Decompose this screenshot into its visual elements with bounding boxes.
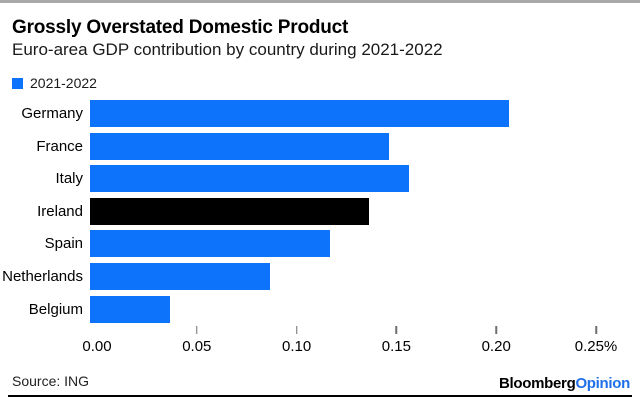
chart-row: Ireland xyxy=(0,197,640,225)
x-axis-ticks xyxy=(97,325,597,334)
footer: Source: ING BloombergOpinion xyxy=(0,373,640,392)
axis-tick-label: 0.10 xyxy=(281,337,312,355)
category-label-italy: Italy xyxy=(55,170,83,188)
chart-row: Germany xyxy=(0,100,640,127)
category-label-france: France xyxy=(36,137,83,155)
category-label-spain: Spain xyxy=(44,235,83,253)
axis-tick-label: 0.05 xyxy=(182,337,212,355)
logo-opinion: Opinion xyxy=(575,375,630,392)
x-axis-labels: 0.00 0.05 0.10 0.15 0.20 0.25% xyxy=(82,337,617,356)
chart-row: France xyxy=(0,132,640,160)
source-note: Source: ING xyxy=(12,373,90,389)
bar-germany xyxy=(90,100,510,127)
bar-track xyxy=(90,295,589,323)
axis-tick xyxy=(595,325,597,334)
axis-tick-label: 0.15 xyxy=(381,337,411,355)
axis-tick-label: 0.20 xyxy=(481,337,511,355)
category-label-germany: Germany xyxy=(21,105,83,122)
category-label-belgium: Belgium xyxy=(28,300,83,318)
axis-tick xyxy=(295,325,298,334)
bloomberg-opinion-logo: BloombergOpinion xyxy=(499,375,630,392)
axis-tick-label: 0.00 xyxy=(82,337,112,355)
bar-track xyxy=(90,132,589,160)
legend-label: 2021-2022 xyxy=(30,75,97,91)
bar-chart: Germany France Italy Ireland Spain Netherland… xyxy=(0,100,640,356)
bar-track xyxy=(90,165,589,193)
category-label-netherlands: Netherlands xyxy=(2,267,83,285)
bar-france xyxy=(90,132,390,160)
chart-row: Spain xyxy=(0,230,640,258)
bar-ireland xyxy=(90,197,370,225)
bottom-border xyxy=(8,395,632,397)
bar-belgium xyxy=(90,295,170,323)
axis-tick-label: 0.25% xyxy=(574,337,618,355)
axis-tick xyxy=(495,325,497,334)
bar-netherlands xyxy=(90,262,270,290)
axis-tick xyxy=(395,325,398,334)
chart-row: Belgium xyxy=(0,295,640,323)
bar-rows: Germany France Italy Ireland Spain Netherland… xyxy=(0,100,640,323)
chart-title: Grossly Overstated Domestic Product xyxy=(12,17,349,38)
bar-track xyxy=(90,230,589,258)
chart-row: Italy xyxy=(0,165,640,193)
chart-row: Netherlands xyxy=(0,262,640,290)
bar-track xyxy=(90,197,589,225)
bar-track xyxy=(90,100,589,127)
category-label-ireland: Ireland xyxy=(37,202,83,220)
logo-bloomberg: Bloomberg xyxy=(498,375,576,392)
x-axis: 0.00 0.05 0.10 0.15 0.20 0.25% xyxy=(82,325,617,356)
bar-track xyxy=(90,262,589,290)
axis-tick xyxy=(196,325,198,334)
legend: 2021-2022 xyxy=(12,75,628,91)
top-border xyxy=(0,0,640,3)
legend-swatch-icon xyxy=(12,77,23,89)
bar-italy xyxy=(90,165,410,193)
bar-spain xyxy=(90,230,330,258)
chart-subtitle: Euro-area GDP contribution by country du… xyxy=(12,40,443,59)
